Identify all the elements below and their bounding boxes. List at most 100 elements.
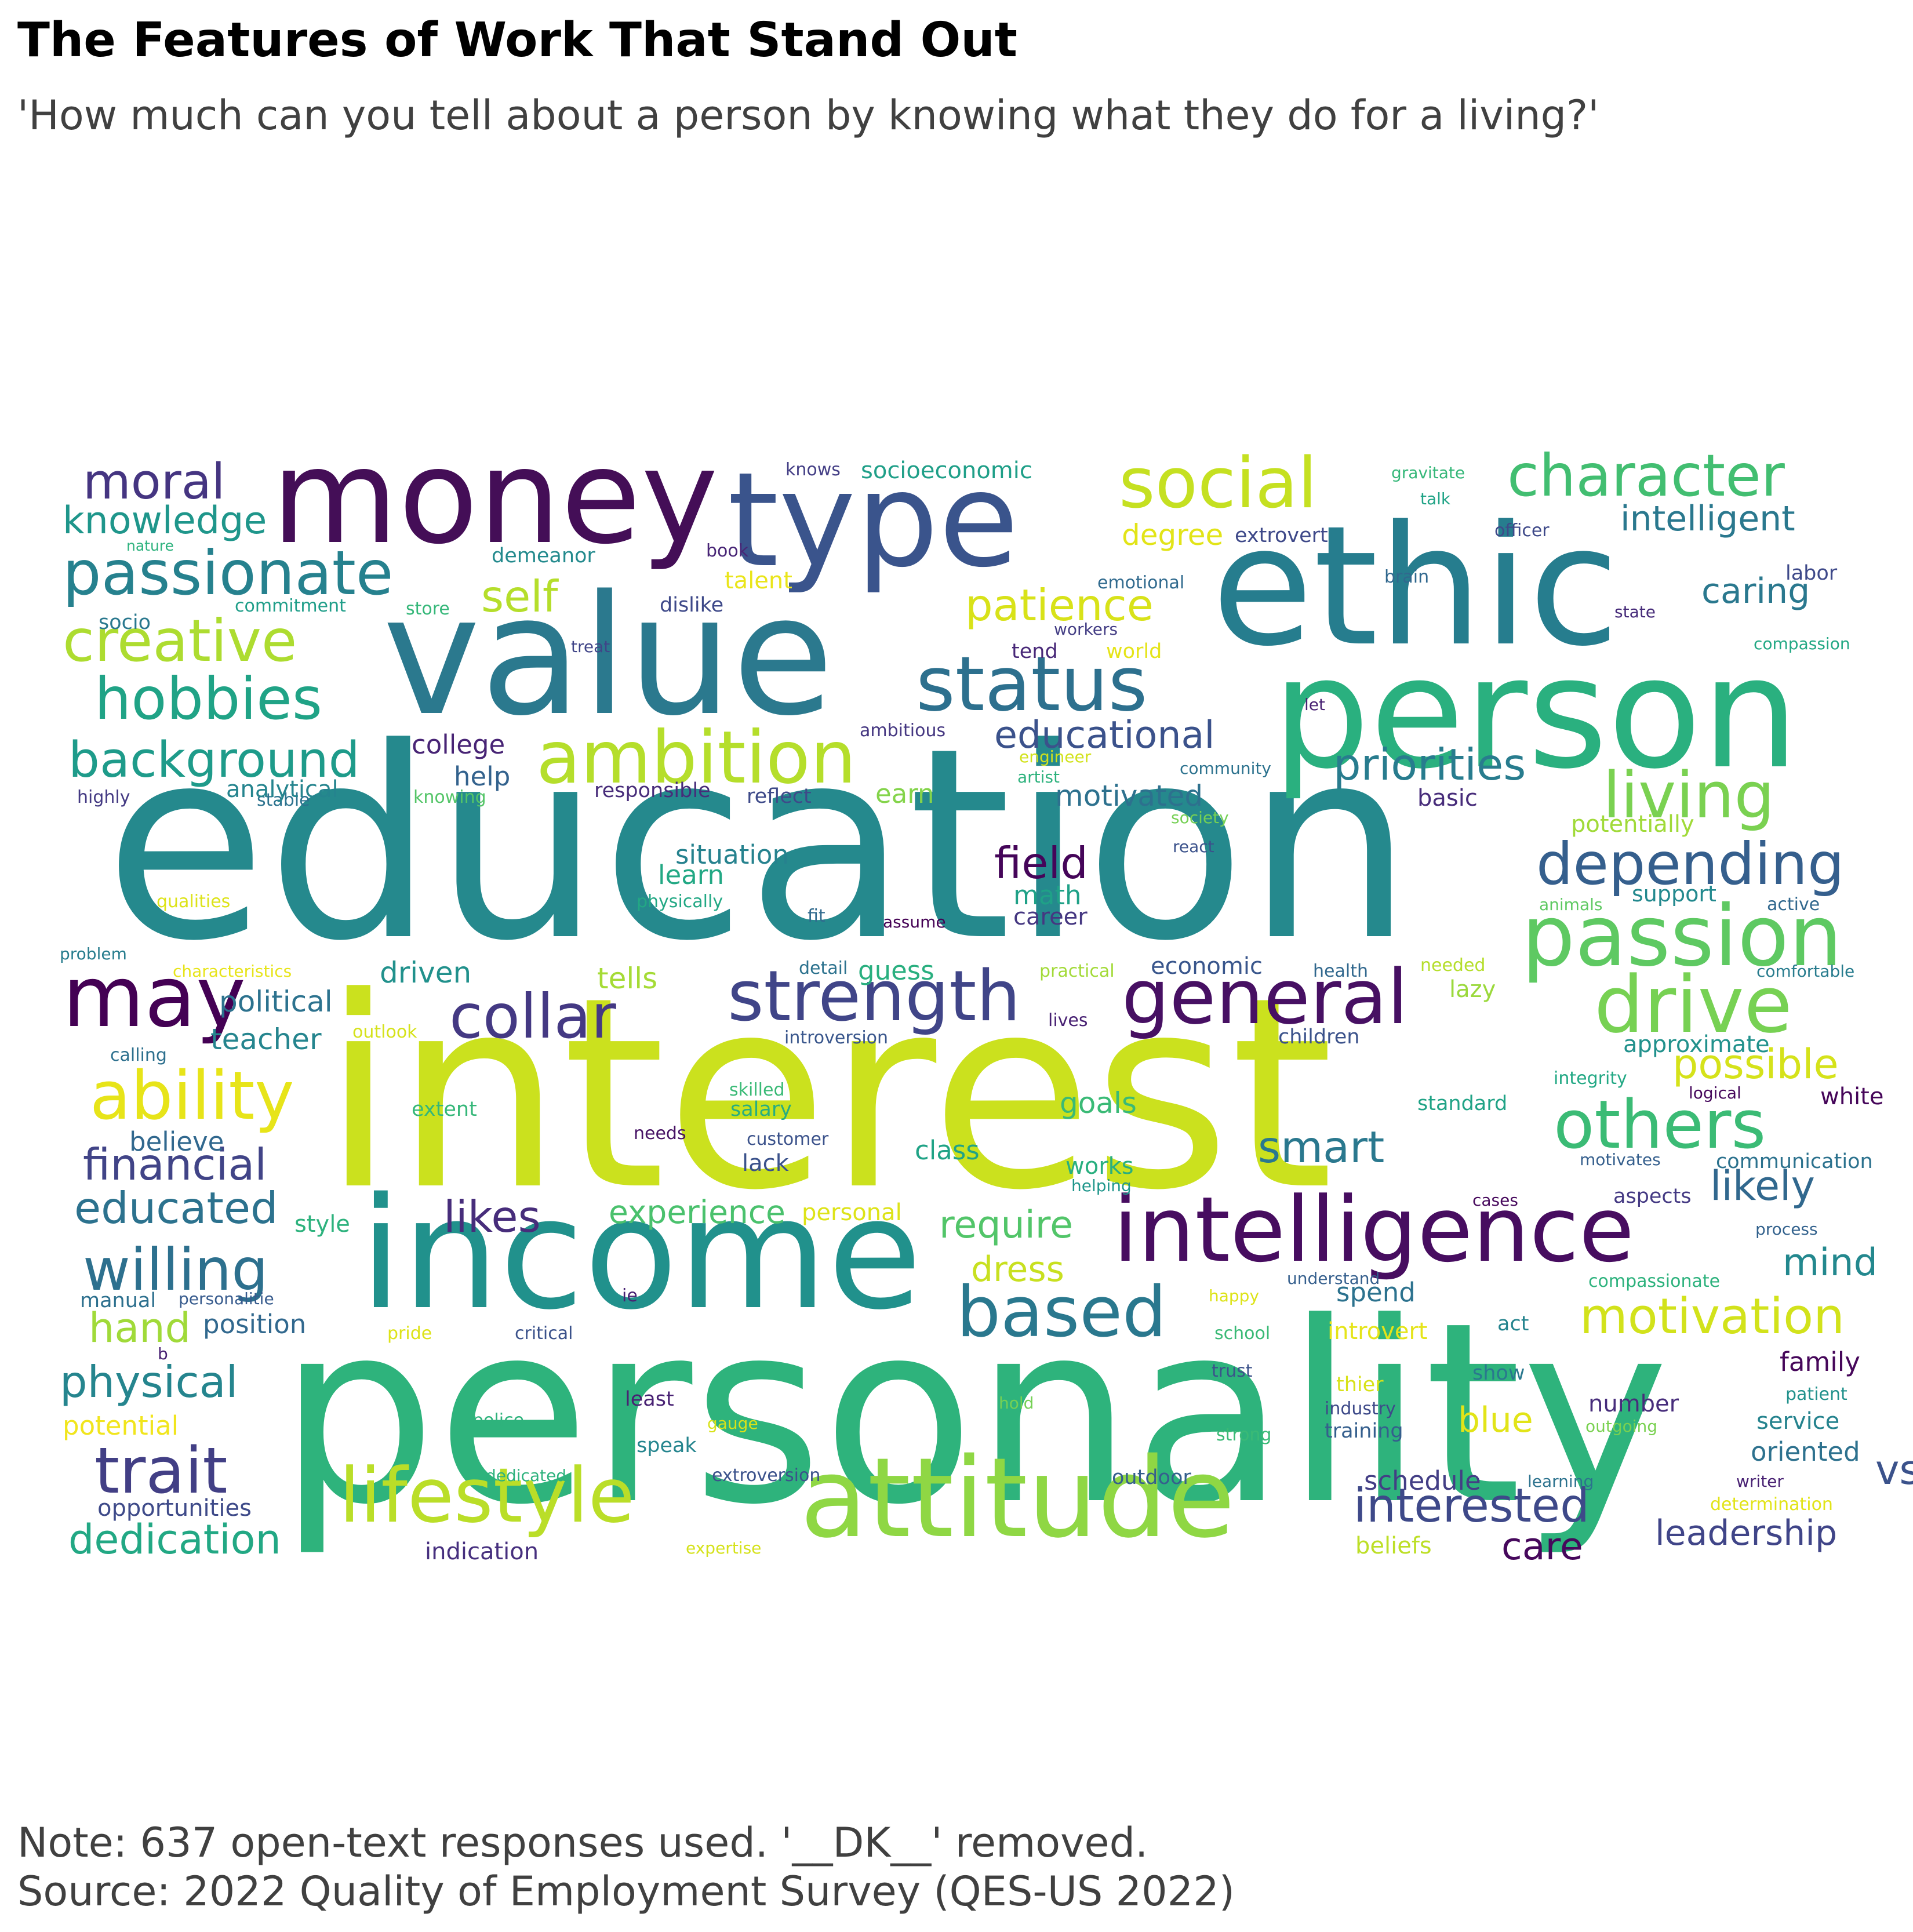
word-motivation: motivation [1580, 1288, 1845, 1345]
word-physically: physically [637, 892, 723, 912]
word-position: position [203, 1309, 306, 1340]
word-likely: likely [1710, 1162, 1815, 1210]
word-salary: salary [730, 1098, 792, 1121]
word-educational: educational [994, 714, 1214, 757]
word-drive: drive [1594, 959, 1792, 1050]
word-interested: interested [1354, 1479, 1590, 1533]
word-likes: likes [443, 1191, 541, 1242]
chart-note: Note: 637 open-text responses used. '__D… [17, 1819, 1148, 1866]
word-engineer: engineer [1019, 747, 1092, 766]
word-knowledge: knowledge [63, 499, 267, 543]
word-socio: socio [99, 611, 151, 634]
word-comfortable: comfortable [1756, 962, 1854, 981]
word-personalitie: personalitie [179, 1289, 274, 1308]
word-active: active [1767, 894, 1820, 915]
word-critical: critical [515, 1323, 573, 1344]
word-extent: extent [412, 1098, 477, 1121]
word-trait: trait [94, 1433, 227, 1508]
word-experience: experience [609, 1194, 785, 1231]
word-physical: physical [60, 1356, 238, 1407]
word-value: value [383, 560, 834, 752]
word-require: require [939, 1203, 1073, 1247]
word-character: character [1507, 442, 1785, 510]
word-assume: assume [883, 912, 946, 932]
word-expertise: expertise [686, 1538, 761, 1558]
word-brain: brain [1384, 567, 1429, 587]
word-degree: degree [1122, 518, 1223, 552]
word-animals: animals [1539, 895, 1602, 914]
word-outlook: outlook [352, 1022, 417, 1042]
word-type: type [728, 445, 1019, 596]
word-caring: caring [1701, 571, 1810, 612]
word-knowing: knowing [413, 787, 486, 807]
word-guess: guess [858, 955, 934, 986]
word-style: style [294, 1211, 350, 1238]
word-workers: workers [1054, 620, 1118, 639]
chart-title: The Features of Work That Stand Out [17, 13, 1017, 68]
word-society: society [1171, 808, 1229, 827]
word-self: self [481, 571, 559, 622]
word-helping: helping [1071, 1176, 1132, 1195]
word-basic: basic [1417, 785, 1478, 812]
word-industry: industry [1325, 1399, 1396, 1419]
word-problem: problem [60, 944, 127, 963]
word-strong: strong [1216, 1425, 1271, 1445]
word-police: police [472, 1410, 524, 1431]
word-gauge: gauge [707, 1414, 758, 1433]
word-analytical: analytical [226, 776, 339, 803]
word-let: let [1304, 695, 1325, 714]
word-show: show [1472, 1362, 1525, 1385]
word-outdoor: outdoor [1112, 1466, 1191, 1489]
word-help: help [454, 761, 510, 792]
word-schedule: schedule [1364, 1465, 1481, 1496]
word-willing: willing [83, 1236, 268, 1304]
word-indication: indication [425, 1538, 539, 1565]
word-patience: patience [965, 580, 1154, 631]
word-works: works [1065, 1153, 1134, 1180]
word-needed: needed [1420, 955, 1485, 976]
word-dedication: dedication [68, 1516, 281, 1563]
word-lives: lives [1048, 1010, 1088, 1031]
word-dress: dress [971, 1249, 1064, 1290]
word-health: health [1313, 961, 1368, 981]
word-least: least [625, 1388, 674, 1411]
word-strength: strength [728, 956, 1020, 1037]
word-potentially: potentially [1571, 811, 1694, 838]
word-opportunities: opportunities [97, 1495, 252, 1522]
chart-subtitle: 'How much can you tell about a person by… [17, 92, 1599, 139]
word-lack: lack [742, 1150, 790, 1177]
word-world: world [1106, 640, 1162, 663]
word-labor: labor [1785, 562, 1838, 585]
word-socioeconomic: socioeconomic [861, 457, 1032, 484]
word-logical: logical [1689, 1083, 1741, 1103]
word-trust: trust [1212, 1361, 1253, 1381]
word-treat: treat [571, 637, 610, 656]
word-situation: situation [675, 839, 789, 870]
word-creative: creative [63, 607, 297, 675]
word-education: education [104, 692, 1413, 999]
word-detail: detail [799, 958, 848, 978]
word-speak: speak [637, 1434, 697, 1457]
word-beliefs: beliefs [1355, 1533, 1432, 1559]
word-manual: manual [80, 1289, 156, 1312]
word-personality: personality [278, 1269, 1669, 1559]
word-talk: talk [1420, 489, 1451, 508]
chart-source: Source: 2022 Quality of Employment Surve… [17, 1868, 1235, 1915]
word-dislike: dislike [660, 594, 723, 617]
word-gravitate: gravitate [1391, 463, 1465, 482]
word-thier: thier [1336, 1373, 1384, 1396]
word-act: act [1497, 1312, 1529, 1336]
word-learn: learn [658, 860, 724, 890]
word-introvert: introvert [1328, 1318, 1428, 1345]
word-fit: fit [808, 906, 825, 926]
word-number: number [1588, 1391, 1679, 1417]
word-may: may [63, 948, 246, 1046]
word-math: math [1013, 880, 1082, 911]
word-emotional: emotional [1097, 573, 1184, 593]
word-pride: pride [387, 1323, 432, 1344]
word-college: college [412, 729, 505, 760]
word-collar: collar [449, 981, 617, 1052]
word-passion: passion [1522, 887, 1842, 985]
word-political: political [219, 985, 333, 1018]
word-ethic: ethic [1212, 490, 1620, 683]
